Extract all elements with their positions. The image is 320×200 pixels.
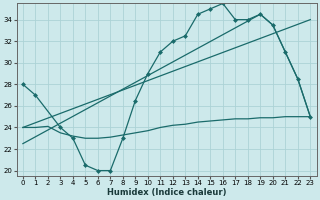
X-axis label: Humidex (Indice chaleur): Humidex (Indice chaleur): [107, 188, 226, 197]
